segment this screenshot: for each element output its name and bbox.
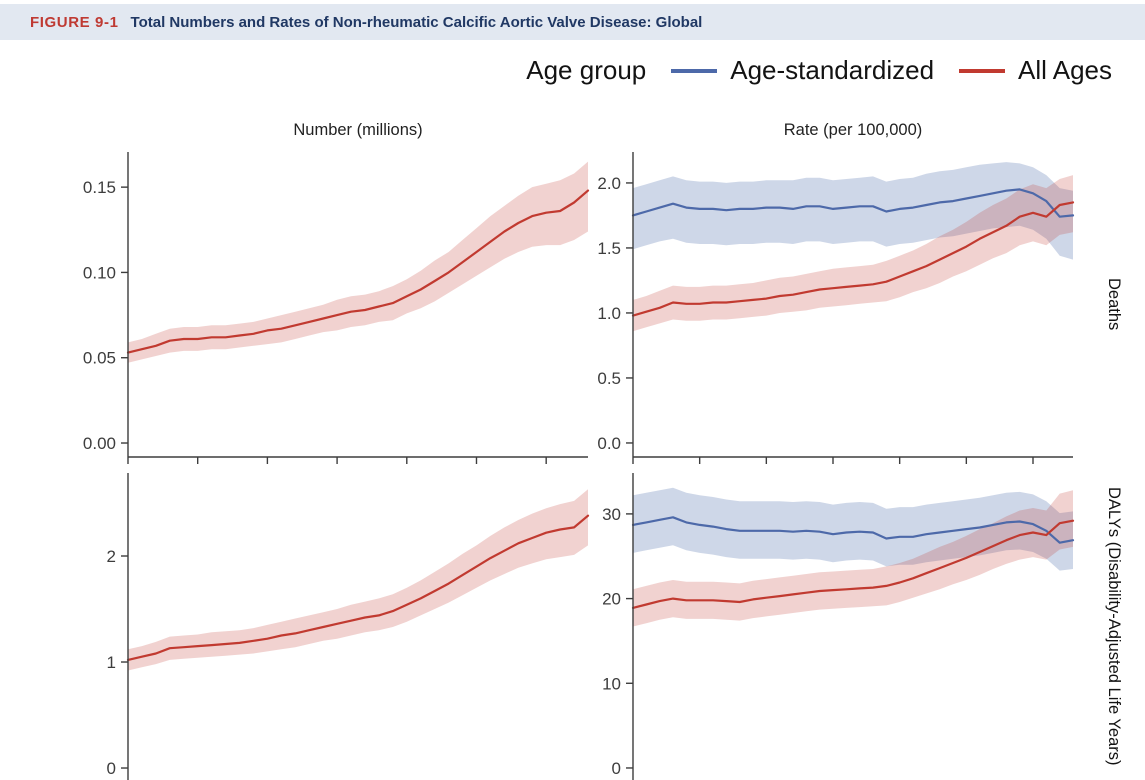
dalys-number-all-ages-band <box>128 489 588 671</box>
dalys-rate-all-ages-band <box>633 490 1073 627</box>
dalys-rate-y-tick-label: 30 <box>602 505 621 524</box>
deaths-rate-y-tick-label: 0.5 <box>597 369 621 388</box>
deaths-number-y-tick-label: 0.00 <box>83 434 116 453</box>
legend-line-all-ages-icon <box>959 68 1006 73</box>
deaths-number-y-tick-label: 0.05 <box>83 349 116 368</box>
row-label-dalys: DALYs (Disability-Adjusted Life Years) <box>1105 487 1123 766</box>
dalys-rate-y-tick-label: 10 <box>602 674 621 693</box>
legend-item-label: Age-standardized <box>730 55 935 85</box>
deaths-rate-y-tick-label: 2.0 <box>597 174 621 193</box>
dalys-rate-all-ages-line <box>631 519 1075 609</box>
dalys-number-y-tick-label: 2 <box>107 547 116 566</box>
dalys-rate-age-standardized-band <box>633 487 1073 571</box>
legend-line-age-standardized-icon <box>671 68 718 73</box>
dalys-rate-y-tick-label: 0 <box>612 759 621 778</box>
deaths-rate-age-standardized-line <box>631 188 1075 218</box>
dalys-rate-age-standardized-line <box>631 516 1075 544</box>
legend-item-all-ages: All Ages <box>959 55 1112 86</box>
deaths-rate-all-ages-line <box>631 201 1075 317</box>
row-label-deaths: Deaths <box>1105 278 1123 331</box>
legend-title: Age group <box>526 55 647 85</box>
legend-item-age-standardized: Age-standardized <box>671 55 934 86</box>
dalys-number-y-tick-label: 0 <box>107 759 116 778</box>
dalys-number-all-ages-line <box>126 514 590 661</box>
deaths-number-all-ages-band <box>128 161 588 363</box>
figure-label: FIGURE 9-1 <box>30 13 119 31</box>
figure-header: FIGURE 9-1 Total Numbers and Rates of No… <box>0 4 1145 40</box>
deaths-rate-y-tick-label: 1.5 <box>597 239 621 258</box>
deaths-rate-y-tick-label: 1.0 <box>597 304 621 323</box>
deaths-rate-y-tick-label: 0.0 <box>597 434 621 453</box>
legend-item-label: All Ages <box>1018 55 1112 85</box>
deaths-rate-age-standardized-band <box>633 162 1073 260</box>
dalys-number-y-tick-label: 1 <box>107 653 116 672</box>
dalys-rate-y-tick-label: 20 <box>602 590 621 609</box>
column-title-rate: Rate (per 100,000) <box>783 121 923 139</box>
deaths-number-y-tick-label: 0.15 <box>83 178 116 197</box>
deaths-number-all-ages-line <box>126 189 590 354</box>
chart-legend: Age group Age-standardized All Ages <box>526 55 1112 86</box>
column-title-number: Number (millions) <box>293 121 423 139</box>
deaths-number-y-tick-label: 0.10 <box>83 263 116 282</box>
deaths-rate-all-ages-band <box>633 175 1073 332</box>
figure-title: Total Numbers and Rates of Non-rheumatic… <box>130 13 703 31</box>
